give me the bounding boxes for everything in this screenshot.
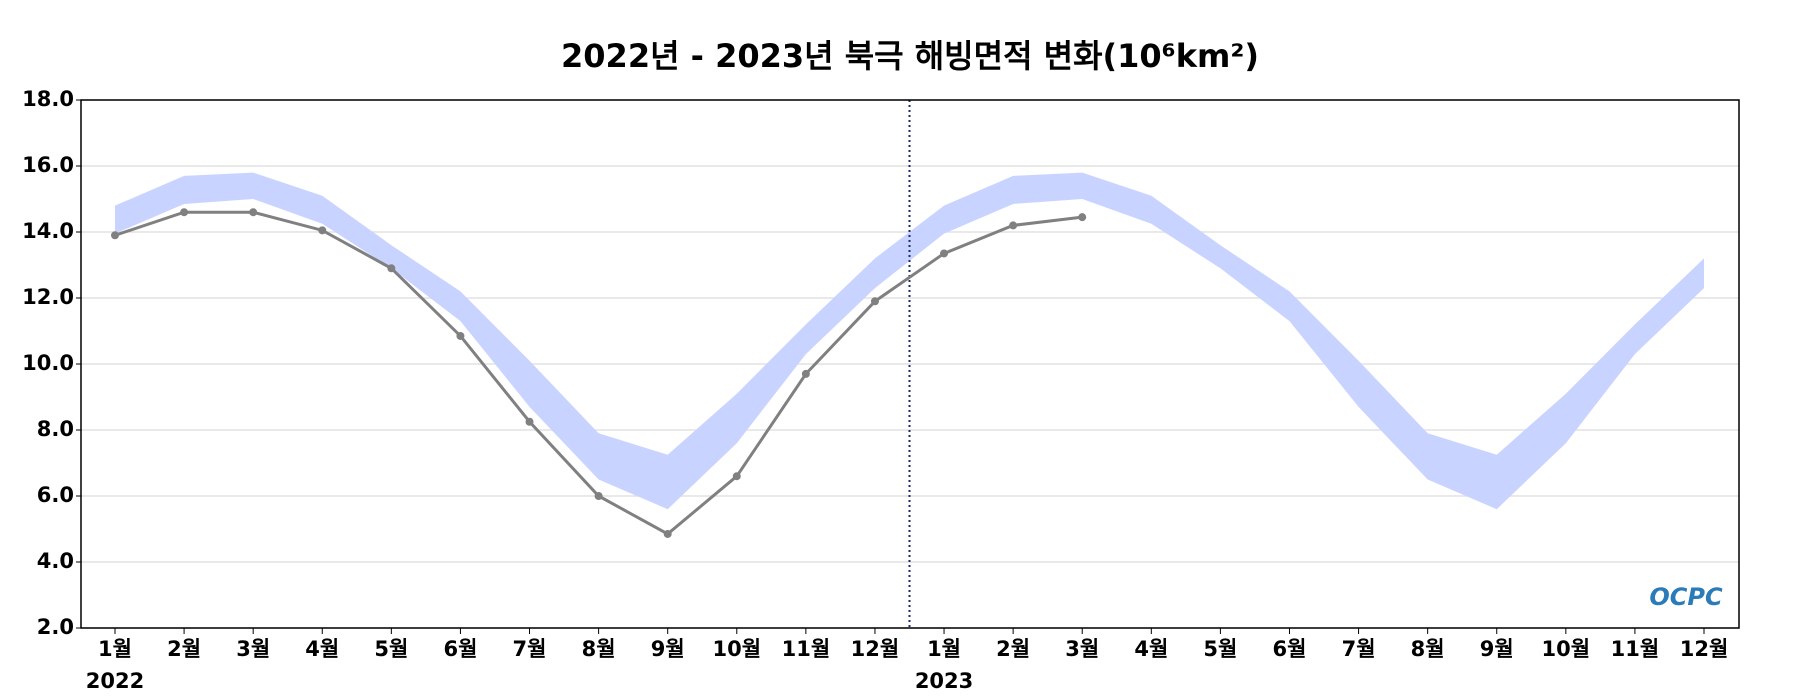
x-tick-label: 12월 [851,637,900,661]
y-tick-label: 6.0 [37,483,74,507]
y-tick-label: 18.0 [22,87,74,111]
data-point [456,331,465,340]
data-point [387,264,396,273]
year-label: 2022 [86,669,144,693]
x-tick-label: 10월 [713,637,762,661]
x-tick-label: 4월 [305,637,339,661]
x-tick-label: 9월 [1480,637,1514,661]
data-point [870,297,879,306]
x-tick-label: 1월 [98,637,132,661]
plot-frame [80,99,1740,629]
x-tick-label: 5월 [1203,637,1237,661]
data-point [180,208,189,217]
x-tick-label: 8월 [1411,637,1445,661]
x-tick-label: 3월 [1065,637,1099,661]
data-point [249,208,258,217]
x-tick-label: 9월 [651,637,685,661]
data-point [801,369,810,378]
x-tick-label: 6월 [443,637,477,661]
x-tick-label: 3월 [236,637,270,661]
y-tick-label: 10.0 [22,351,74,375]
x-tick-label: 1월 [927,637,961,661]
x-tick-label: 7월 [513,637,547,661]
y-tick-label: 16.0 [22,153,74,177]
data-point [663,529,672,538]
x-tick-label: 8월 [582,637,616,661]
x-tick-label: 12월 [1680,637,1729,661]
y-tick-label: 8.0 [37,417,74,441]
x-tick-label: 7월 [1342,637,1376,661]
x-tick-label: 4월 [1134,637,1168,661]
x-tick-label: 11월 [1611,637,1660,661]
x-tick-label: 2월 [996,637,1030,661]
x-tick-label: 2월 [167,637,201,661]
data-point [940,249,949,258]
x-tick-label: 10월 [1542,637,1591,661]
x-tick-label: 6월 [1273,637,1307,661]
y-tick-label: 4.0 [37,549,74,573]
year-label: 2023 [915,669,973,693]
data-point [525,417,534,426]
x-tick-label: 11월 [782,637,831,661]
data-point [111,231,119,240]
y-tick-label: 14.0 [22,219,74,243]
data-point [732,472,741,481]
x-tick-label: 5월 [374,637,408,661]
range-band [115,172,1704,510]
watermark: OCPC [1649,583,1723,611]
data-point [1078,213,1087,222]
chart-title: 2022년 - 2023년 북극 해빙면적 변화(10⁶km²) [561,37,1259,75]
data-point [318,226,327,235]
data-point [594,492,603,500]
y-tick-label: 12.0 [22,285,74,309]
series-line [114,210,1083,536]
data-point [1009,221,1018,230]
y-tick-label: 2.0 [37,615,74,639]
